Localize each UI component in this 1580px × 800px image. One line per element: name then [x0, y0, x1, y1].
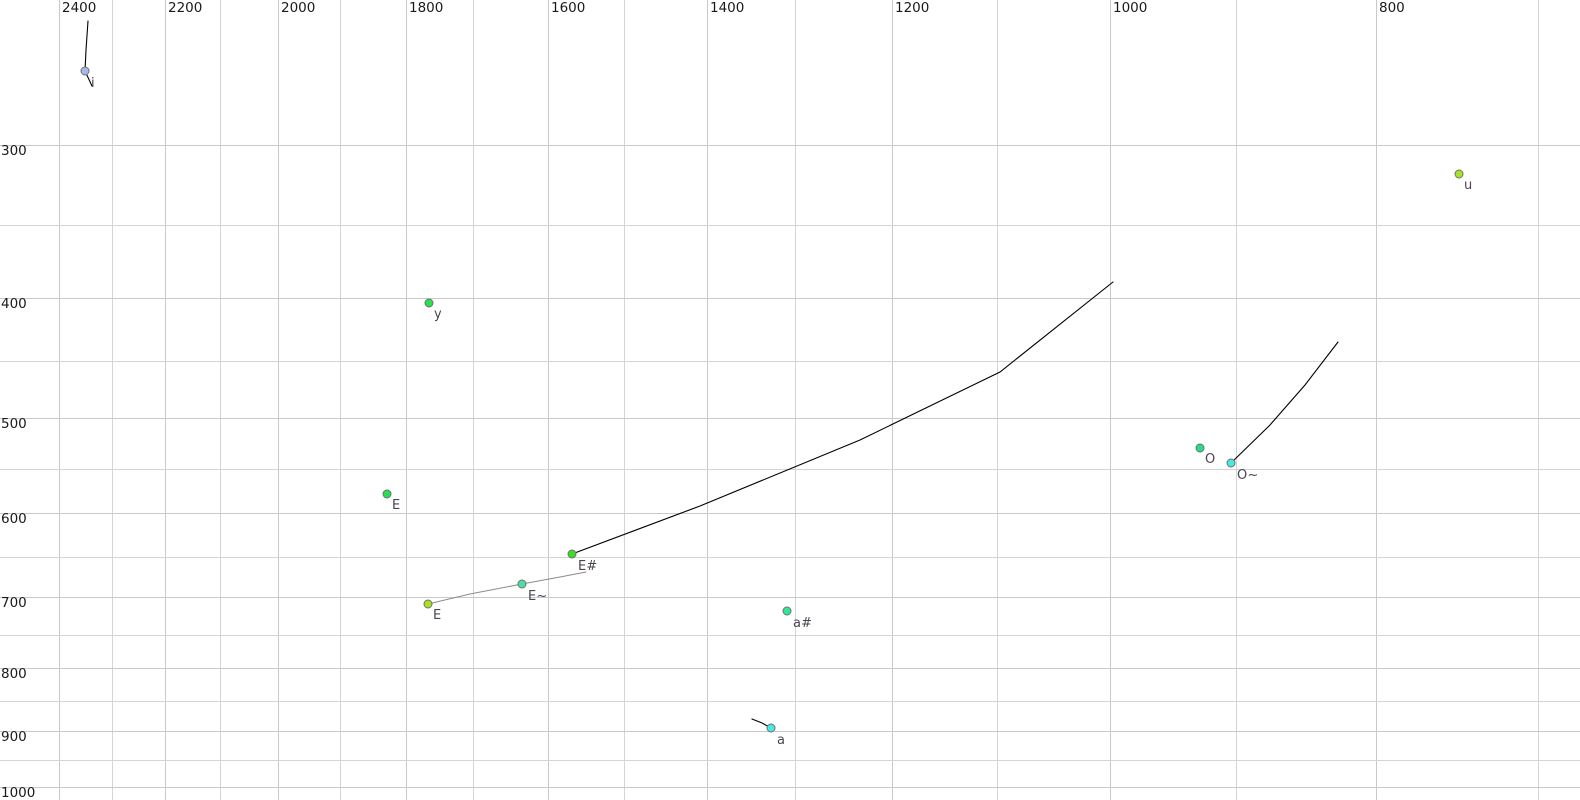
gridline-vertical-1400: [707, 0, 708, 800]
data-point-label-i: i: [91, 76, 95, 91]
x-tick-label-2000: 2000: [281, 0, 316, 16]
data-point-label-E: E: [433, 608, 442, 623]
gridline-vertical-minor-5: [795, 0, 796, 800]
gridline-vertical-minor-7: [1236, 0, 1237, 800]
data-point-label-O: O: [1205, 452, 1216, 467]
gridline-vertical-800: [1376, 0, 1377, 800]
x-tick-label-1800: 1800: [409, 0, 444, 16]
gridline-vertical-minor-3: [473, 0, 474, 800]
data-point-E~[interactable]: [517, 579, 527, 589]
data-point-label-y: y: [434, 307, 442, 322]
gridline-horizontal-1000: [0, 787, 1580, 788]
data-point-label-E: E: [392, 498, 401, 513]
gridline-vertical-1200: [892, 0, 893, 800]
gridline-vertical-1800: [406, 0, 407, 800]
x-tick-label-2200: 2200: [168, 0, 203, 16]
data-point-u[interactable]: [1454, 169, 1464, 179]
x-tick-label-2400: 2400: [62, 0, 97, 16]
y-tick-label-400: 400: [1, 296, 27, 312]
gridline-vertical-minor-4: [624, 0, 625, 800]
gridline-vertical-2200: [165, 0, 166, 800]
y-tick-label-900: 900: [1, 729, 27, 745]
E-track: [571, 281, 1114, 555]
gridline-horizontal-minor-5: [0, 701, 1580, 702]
gridline-vertical-minor-6: [997, 0, 998, 800]
gridline-vertical-2400: [59, 0, 60, 800]
data-point-E#[interactable]: [567, 549, 577, 559]
gridline-vertical-2000: [278, 0, 279, 800]
O-track: [1230, 341, 1339, 464]
gridline-horizontal-900: [0, 731, 1580, 732]
data-point-label-a#: a#: [793, 616, 813, 631]
data-point-E[interactable]: [382, 489, 392, 499]
x-tick-label-1600: 1600: [551, 0, 586, 16]
data-point-a[interactable]: [766, 723, 776, 733]
data-point-y[interactable]: [424, 298, 434, 308]
gridline-horizontal-minor-6: [0, 760, 1580, 761]
gridline-vertical-minor-1: [220, 0, 221, 800]
data-point-label-E#: E#: [578, 559, 598, 574]
gridline-horizontal-600: [0, 513, 1580, 514]
data-point-O~[interactable]: [1226, 458, 1236, 468]
gridline-vertical-minor-2: [340, 0, 341, 800]
data-point-i[interactable]: [80, 66, 90, 76]
x-tick-label-800: 800: [1379, 0, 1405, 16]
gridline-horizontal-minor-3: [0, 557, 1580, 558]
gridline-horizontal-700: [0, 597, 1580, 598]
y-tick-label-600: 600: [1, 511, 27, 527]
gridline-vertical-minor-0: [112, 0, 113, 800]
x-tick-label-1000: 1000: [1113, 0, 1148, 16]
gridline-horizontal-400: [0, 298, 1580, 299]
data-point-label-O~: O~: [1237, 468, 1259, 483]
x-tick-label-1400: 1400: [710, 0, 745, 16]
y-tick-label-1000: 1000: [1, 785, 36, 800]
gridline-horizontal-300: [0, 145, 1580, 146]
gridline-horizontal-500: [0, 418, 1580, 419]
gridline-vertical-1000: [1110, 0, 1111, 800]
gridline-horizontal-minor-2: [0, 469, 1580, 470]
data-point-label-E~: E~: [528, 589, 548, 604]
data-point-label-u: u: [1464, 178, 1473, 193]
gridline-horizontal-800: [0, 668, 1580, 669]
y-tick-label-300: 300: [1, 143, 27, 159]
i-track: [84, 20, 93, 87]
gridline-horizontal-minor-0: [0, 225, 1580, 226]
data-point-O[interactable]: [1195, 443, 1205, 453]
gridline-horizontal-minor-1: [0, 361, 1580, 362]
gridline-vertical-minor-8: [1538, 0, 1539, 800]
y-tick-label-500: 500: [1, 416, 27, 432]
gridline-horizontal-minor-4: [0, 635, 1580, 636]
gridline-vertical-1600: [548, 0, 549, 800]
x-tick-label-1200: 1200: [895, 0, 930, 16]
data-point-a#[interactable]: [782, 606, 792, 616]
data-point-E[interactable]: [423, 599, 433, 609]
y-tick-label-800: 800: [1, 666, 27, 682]
y-tick-label-700: 700: [1, 595, 27, 611]
data-point-label-a: a: [777, 733, 786, 748]
